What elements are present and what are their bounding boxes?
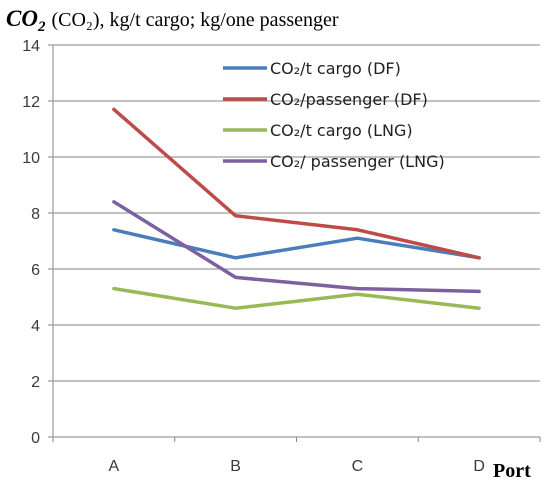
y-tick-label: 12 bbox=[22, 94, 40, 111]
chart-title-rest: (CO₂), kg/t cargo; kg/one passenger bbox=[51, 9, 338, 31]
y-tick-label: 14 bbox=[22, 38, 40, 55]
chart-title: CO2 (CO₂), kg/t cargo; kg/one passenger bbox=[6, 6, 339, 35]
y-tick-label: 2 bbox=[31, 374, 40, 391]
x-tick-label: D bbox=[473, 458, 485, 475]
y-tick-label: 4 bbox=[31, 318, 40, 335]
y-tick-label: 0 bbox=[31, 430, 40, 447]
x-tick-label: C bbox=[352, 458, 364, 475]
legend-label: CO₂/t cargo (LNG) bbox=[270, 121, 413, 140]
x-axis-title: Port bbox=[493, 460, 531, 482]
x-axis: A B C D bbox=[52, 436, 541, 475]
series-line bbox=[112, 200, 481, 294]
chart-title-subscript: 2 bbox=[37, 19, 46, 35]
legend-label: CO₂/ passenger (LNG) bbox=[270, 152, 445, 171]
y-tick-label: 8 bbox=[31, 206, 40, 223]
legend-label: CO₂/t cargo (DF) bbox=[270, 59, 401, 78]
legend: CO₂/t cargo (DF) CO₂/passenger (DF) CO₂/t … bbox=[223, 59, 445, 171]
x-tick-label: B bbox=[230, 458, 241, 475]
y-tick-label: 6 bbox=[31, 262, 40, 279]
series-line bbox=[112, 107, 481, 260]
legend-label: CO₂/passenger (DF) bbox=[270, 90, 428, 109]
y-axis: 0 2 4 6 8 10 12 14 bbox=[22, 38, 54, 447]
series-line bbox=[112, 228, 481, 260]
x-tick-label: A bbox=[109, 458, 120, 475]
series-line bbox=[112, 286, 481, 310]
series-lines bbox=[112, 107, 481, 310]
y-tick-label: 10 bbox=[22, 150, 40, 167]
chart-title-main: CO bbox=[6, 6, 38, 31]
